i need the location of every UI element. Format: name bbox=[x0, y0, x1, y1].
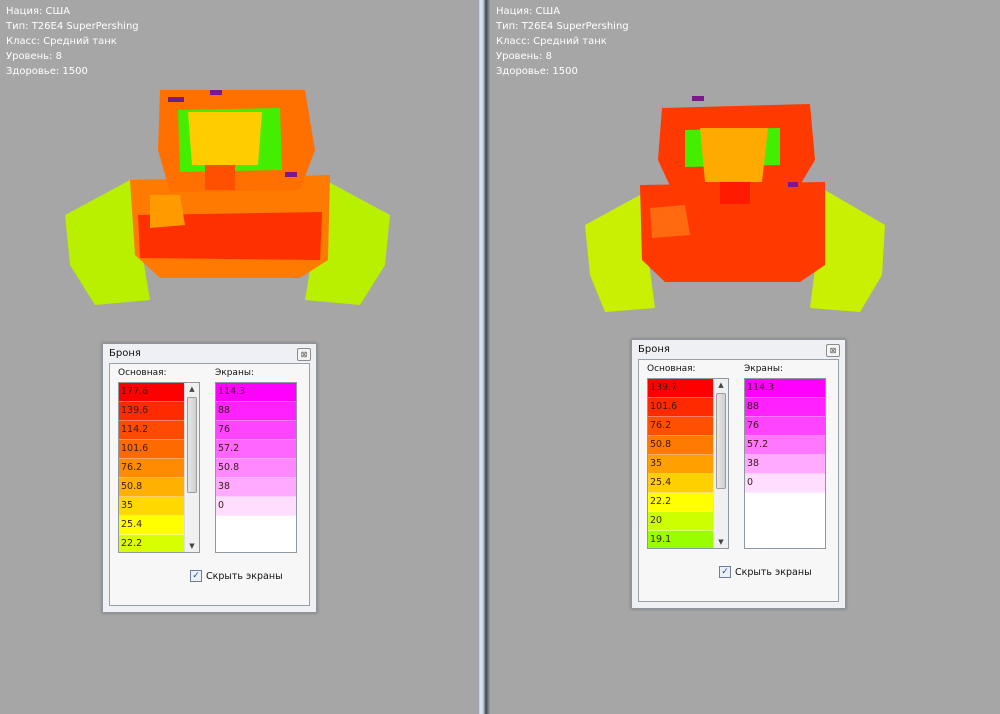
armor-value-item[interactable]: 19.1 bbox=[648, 531, 713, 548]
armor-value-item[interactable]: 20 bbox=[648, 512, 713, 531]
info-class: Класс: Средний танк bbox=[6, 36, 117, 47]
main-armor-list[interactable]: 177.6 139.6 114.2 101.6 76.2 50.8 35 25.4 22.2 ▲ ▼ bbox=[118, 382, 200, 553]
info-class: Класс: Средний танк bbox=[496, 36, 607, 47]
armor-value-item[interactable]: 35 bbox=[119, 497, 184, 516]
main-armor-list[interactable]: 139.7 101.6 76.2 50.8 35 25.4 22.2 20 19.1 ▲ ▼ bbox=[647, 378, 729, 549]
info-type: Тип: T26E4 SuperPershing bbox=[6, 21, 139, 32]
checkbox-label: Скрыть экраны bbox=[735, 566, 812, 578]
scroll-thumb[interactable] bbox=[716, 393, 726, 489]
armor-value-item[interactable]: 22.2 bbox=[648, 493, 713, 512]
armor-value-item[interactable]: 25.4 bbox=[648, 474, 713, 493]
checkbox-label: Скрыть экраны bbox=[206, 570, 283, 582]
screen-value-item[interactable]: 76 bbox=[745, 417, 825, 436]
armor-value-item[interactable]: 101.6 bbox=[119, 440, 184, 459]
armor-value-item[interactable]: 177.6 bbox=[119, 383, 184, 402]
close-icon: ⊠ bbox=[829, 346, 837, 355]
screen-value-item[interactable]: 38 bbox=[745, 455, 825, 474]
armor-dialog: Броня ⊠ Основная: Экраны: 139.7 101.6 76.2… bbox=[631, 339, 846, 609]
scrollbar[interactable]: ▲ ▼ bbox=[184, 383, 199, 552]
screen-value-item[interactable]: 114.3 bbox=[216, 383, 296, 402]
info-health: Здоровье: 1500 bbox=[6, 66, 88, 77]
screen-value-item[interactable]: 88 bbox=[216, 402, 296, 421]
info-tier: Уровень: 8 bbox=[6, 51, 62, 62]
screen-value-item[interactable]: 114.3 bbox=[745, 379, 825, 398]
tank-model-3d bbox=[585, 96, 885, 312]
scroll-up-icon[interactable]: ▲ bbox=[718, 381, 724, 389]
screens-label: Экраны: bbox=[744, 364, 783, 374]
armor-value-item[interactable]: 101.6 bbox=[648, 398, 713, 417]
info-nation: Нация: США bbox=[6, 6, 71, 17]
scroll-thumb[interactable] bbox=[187, 397, 197, 493]
tank-model-3d bbox=[65, 90, 390, 305]
info-type: Тип: T26E4 SuperPershing bbox=[496, 21, 629, 32]
close-icon: ⊠ bbox=[300, 350, 308, 359]
scrollbar[interactable]: ▲ ▼ bbox=[713, 379, 728, 548]
armor-value-item[interactable]: 22.2 bbox=[119, 535, 184, 552]
info-nation: Нация: США bbox=[496, 6, 561, 17]
armor-value-item[interactable]: 139.6 bbox=[119, 402, 184, 421]
hide-screens-checkbox[interactable]: ✓ Скрыть экраны bbox=[190, 570, 283, 582]
armor-value-item[interactable]: 76.2 bbox=[648, 417, 713, 436]
screen-value-item[interactable]: 0 bbox=[216, 497, 296, 516]
scroll-down-icon[interactable]: ▼ bbox=[718, 538, 724, 546]
screen-value-item[interactable]: 76 bbox=[216, 421, 296, 440]
screen-value-item[interactable]: 0 bbox=[745, 474, 825, 493]
screen-value-item[interactable]: 57.2 bbox=[745, 436, 825, 455]
main-armor-label: Основная: bbox=[118, 368, 167, 378]
screen-value-item[interactable]: 38 bbox=[216, 478, 296, 497]
armor-dialog: Броня ⊠ Основная: Экраны: 177.6 139.6 114.… bbox=[102, 343, 317, 613]
dialog-title: Броня bbox=[638, 344, 670, 355]
armor-value-item[interactable]: 25.4 bbox=[119, 516, 184, 535]
scroll-down-icon[interactable]: ▼ bbox=[189, 542, 195, 550]
dialog-body: Основная: Экраны: 139.7 101.6 76.2 50.8 35 25… bbox=[638, 359, 839, 602]
armor-value-item[interactable]: 35 bbox=[648, 455, 713, 474]
info-health: Здоровье: 1500 bbox=[496, 66, 578, 77]
dialog-title: Броня bbox=[109, 348, 141, 359]
tank-info: Нация: США Тип: T26E4 SuperPershing Клас… bbox=[6, 4, 139, 79]
screen-value-item[interactable]: 88 bbox=[745, 398, 825, 417]
armor-value-item[interactable]: 50.8 bbox=[648, 436, 713, 455]
armor-value-item[interactable]: 114.2 bbox=[119, 421, 184, 440]
armor-value-item[interactable]: 139.7 bbox=[648, 379, 713, 398]
checkbox-check-icon[interactable]: ✓ bbox=[719, 566, 731, 578]
screen-value-item[interactable]: 50.8 bbox=[216, 459, 296, 478]
splitter-handle[interactable] bbox=[478, 0, 490, 714]
screens-list[interactable]: 114.3 88 76 57.2 38 0 bbox=[744, 378, 826, 549]
screen-value-item[interactable]: 57.2 bbox=[216, 440, 296, 459]
screens-list[interactable]: 114.3 88 76 57.2 50.8 38 0 bbox=[215, 382, 297, 553]
close-button[interactable]: ⊠ bbox=[297, 348, 311, 361]
checkbox-check-icon[interactable]: ✓ bbox=[190, 570, 202, 582]
close-button[interactable]: ⊠ bbox=[826, 344, 840, 357]
scroll-up-icon[interactable]: ▲ bbox=[189, 385, 195, 393]
armor-value-item[interactable]: 76.2 bbox=[119, 459, 184, 478]
armor-value-item[interactable]: 50.8 bbox=[119, 478, 184, 497]
hide-screens-checkbox[interactable]: ✓ Скрыть экраны bbox=[719, 566, 812, 578]
screens-label: Экраны: bbox=[215, 368, 254, 378]
main-armor-label: Основная: bbox=[647, 364, 696, 374]
tank-info: Нация: США Тип: T26E4 SuperPershing Клас… bbox=[496, 4, 629, 79]
dialog-body: Основная: Экраны: 177.6 139.6 114.2 101.6 76… bbox=[109, 363, 310, 606]
info-tier: Уровень: 8 bbox=[496, 51, 552, 62]
